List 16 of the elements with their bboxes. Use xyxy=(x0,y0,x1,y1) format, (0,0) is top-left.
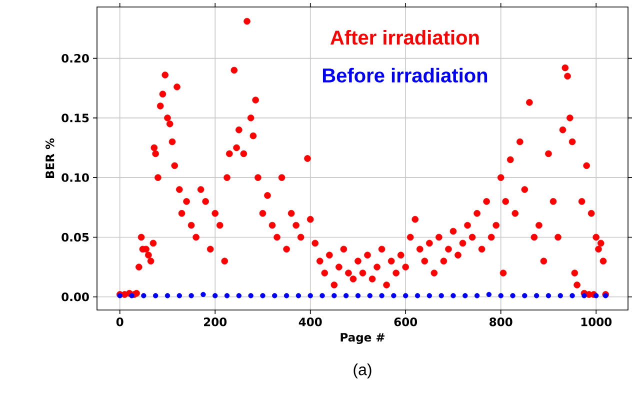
y-tick-label: 0.00 xyxy=(62,292,89,302)
y-axis-title: BER % xyxy=(46,138,54,178)
text: After irradiation xyxy=(330,30,479,45)
x-tick-label: 200 xyxy=(204,318,227,326)
text: Before irradiation xyxy=(322,68,488,83)
y-tick-label: 0.15 xyxy=(62,114,89,122)
x-tick-label: 600 xyxy=(394,318,418,326)
text: (a) xyxy=(354,364,372,378)
x-tick-label: 1000 xyxy=(581,318,612,326)
y-tick-label: 0.20 xyxy=(62,54,89,63)
y-tick-label: 0.05 xyxy=(62,232,89,242)
x-tick-label: 0 xyxy=(116,318,124,326)
y-tick-label: 0.10 xyxy=(62,173,89,182)
x-axis-title: Page # xyxy=(340,333,384,344)
x-tick-label: 800 xyxy=(490,318,512,326)
x-tick-label: 400 xyxy=(298,318,322,326)
